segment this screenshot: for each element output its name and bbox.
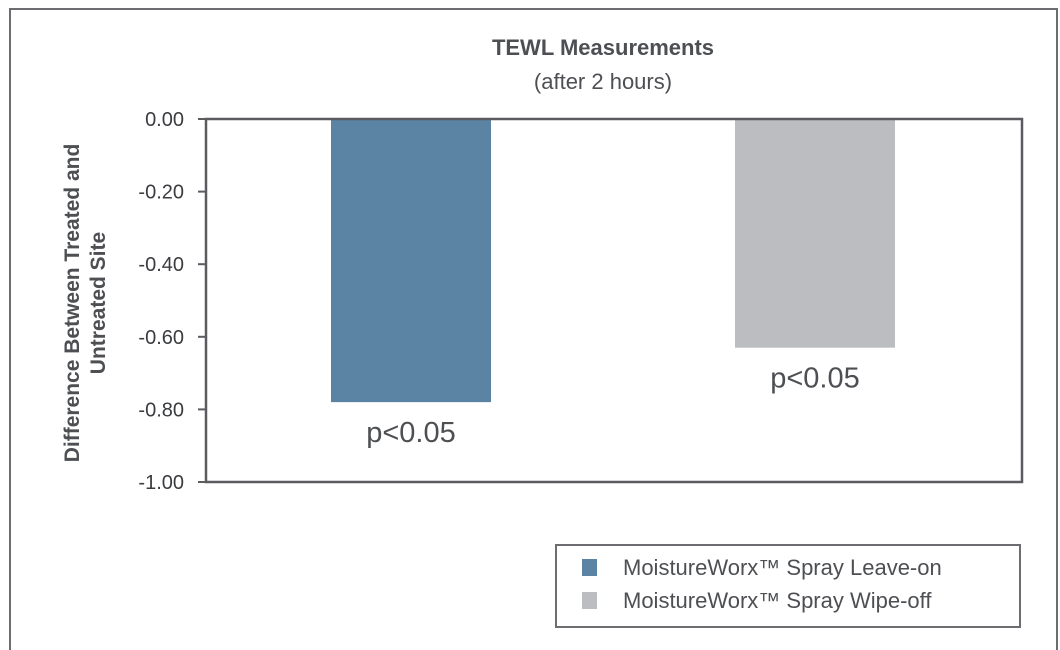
bar-annotations: p<0.05 p<0.05 [366, 363, 860, 449]
y-tick-label: -1.00 [138, 472, 184, 494]
y-tick-label: -0.60 [138, 327, 184, 349]
chart-subtitle: (after 2 hours) [534, 69, 672, 94]
legend-swatch-wipe-off [582, 592, 597, 609]
legend: MoistureWorx™ Spray Leave-on MoistureWor… [555, 544, 1021, 628]
legend-label-leave-on: MoistureWorx™ Spray Leave-on [623, 555, 942, 580]
y-tick-label: -0.80 [138, 399, 184, 421]
bars [331, 119, 895, 403]
legend-label-wipe-off: MoistureWorx™ Spray Wipe-off [623, 588, 932, 613]
y-axis-ticks: 0.00 -0.20 -0.40 -0.60 -0.80 -1.00 [138, 109, 206, 494]
y-tick-label: -0.20 [138, 182, 184, 204]
y-tick-label: -0.40 [138, 254, 184, 276]
annotation-leave-on: p<0.05 [366, 417, 456, 449]
y-tick-label: 0.00 [145, 109, 184, 131]
annotation-wipe-off: p<0.05 [770, 363, 860, 395]
bar-wipe-off [735, 119, 895, 348]
bar-leave-on [331, 119, 491, 403]
plot-area [204, 117, 1024, 484]
legend-swatch-leave-on [582, 559, 597, 576]
figure-border [9, 8, 1058, 650]
legend-box [555, 544, 1021, 628]
y-axis-label: Difference Between Treated and Untreated… [61, 144, 110, 463]
y-axis-label-line-1: Difference Between Treated and [61, 144, 84, 463]
chart-title: TEWL Measurements [492, 35, 714, 60]
y-axis-label-line-2: Untreated Site [87, 232, 110, 374]
